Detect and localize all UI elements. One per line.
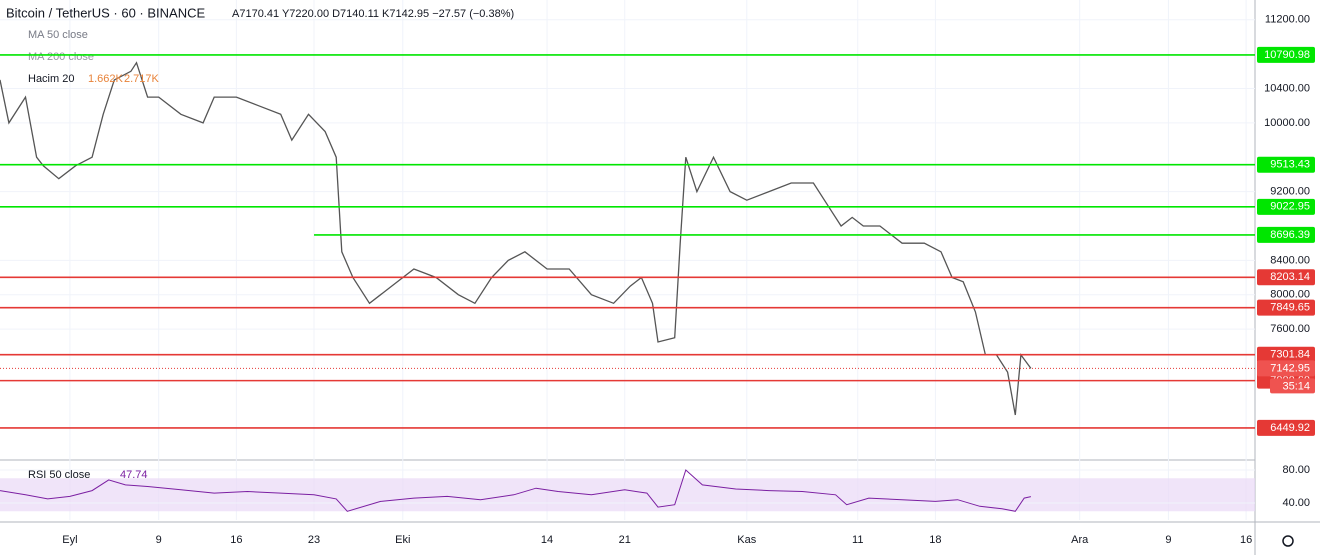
level-label: 6449.92 bbox=[1270, 422, 1310, 434]
y-tick-label: 9200.00 bbox=[1270, 186, 1310, 198]
rsi-reading: 47.74 bbox=[120, 469, 148, 481]
y-tick-label: 8000.00 bbox=[1270, 289, 1310, 301]
level-tag bbox=[1257, 46, 1315, 63]
x-tick-label: Ara bbox=[1071, 534, 1089, 546]
volume-reading: 2.717K bbox=[124, 73, 160, 85]
settings-icon[interactable] bbox=[1282, 535, 1294, 547]
x-tick-label: 21 bbox=[619, 534, 631, 546]
y-tick-label: 11200.00 bbox=[1265, 14, 1310, 26]
last-price-label: 7142.95 bbox=[1270, 362, 1310, 374]
level-label: 7849.65 bbox=[1270, 302, 1310, 314]
rsi-label[interactable]: RSI 50 close bbox=[28, 469, 90, 481]
x-tick-label: 23 bbox=[308, 534, 320, 546]
volume-reading: 1.662K bbox=[88, 73, 124, 85]
x-tick-label: Eki bbox=[395, 534, 410, 546]
chart-title: Bitcoin / TetherUS · 60 · BINANCE bbox=[6, 5, 205, 20]
level-tag bbox=[1257, 346, 1315, 363]
level-label: 7301.84 bbox=[1270, 349, 1310, 361]
x-tick-label: 9 bbox=[156, 534, 162, 546]
indicator-label[interactable]: MA 50 close bbox=[28, 29, 88, 41]
rsi-line bbox=[0, 469, 1032, 512]
level-tag bbox=[1257, 156, 1315, 173]
plot bbox=[0, 0, 1255, 520]
indicator-label[interactable]: Hacim 20 bbox=[28, 73, 74, 85]
countdown: 35:14 bbox=[1282, 380, 1310, 392]
level-label: 8696.39 bbox=[1270, 229, 1310, 241]
level-tag bbox=[1257, 269, 1315, 286]
y-tick-label: 8400.00 bbox=[1270, 254, 1310, 266]
ohlc-readout: A7170.41 Y7220.00 D7140.11 K7142.95 −27.… bbox=[232, 8, 514, 20]
y-tick-label: 10000.00 bbox=[1264, 117, 1310, 129]
rsi-band bbox=[0, 478, 1255, 512]
rsi-tick-label: 40.00 bbox=[1282, 497, 1310, 509]
level-label: 9513.43 bbox=[1270, 159, 1310, 171]
x-tick-label: 11 bbox=[852, 534, 863, 546]
level-tag bbox=[1257, 198, 1315, 215]
y-tick-label: 7600.00 bbox=[1270, 323, 1310, 335]
level-tag bbox=[1257, 419, 1315, 436]
level-label: 9022.95 bbox=[1270, 201, 1310, 213]
rsi-tick-label: 80.00 bbox=[1282, 464, 1310, 476]
x-tick-label: 16 bbox=[230, 534, 242, 546]
indicator-label[interactable]: MA 200 close bbox=[28, 51, 94, 63]
level-tag bbox=[1257, 226, 1315, 243]
countdown-tag bbox=[1270, 378, 1315, 394]
x-tick-label: Eyl bbox=[62, 534, 77, 546]
level-label: 10790.98 bbox=[1264, 49, 1310, 61]
x-tick-label: 14 bbox=[541, 534, 553, 546]
level-label: 8203.14 bbox=[1270, 271, 1310, 283]
x-tick-label: Kas bbox=[737, 534, 756, 546]
last-price-tag bbox=[1257, 360, 1315, 377]
x-tick-label: 9 bbox=[1165, 534, 1171, 546]
y-tick-label: 10400.00 bbox=[1264, 82, 1310, 94]
x-tick-label: 16 bbox=[1240, 534, 1252, 546]
x-tick-label: 18 bbox=[929, 534, 941, 546]
level-tag bbox=[1257, 299, 1315, 316]
